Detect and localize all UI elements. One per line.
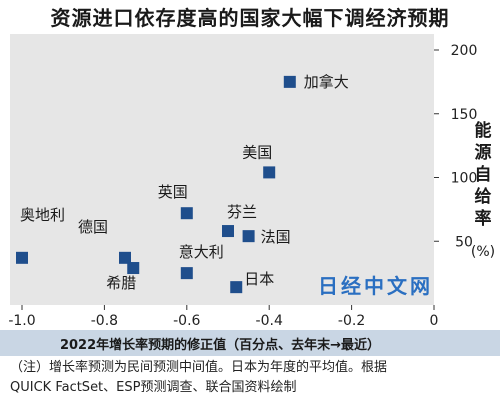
x-axis-label: 2022年增长率预期的修正值（百分点、去年末→最近） <box>59 338 381 353</box>
point-label: 法国 <box>261 228 291 246</box>
x-tick-label: 0 <box>430 313 439 329</box>
chart-title: 资源进口依存度高的国家大幅下调经济预期 <box>50 6 450 30</box>
data-point <box>180 267 193 280</box>
data-point <box>242 230 255 243</box>
point-label: 德国 <box>78 218 108 236</box>
y-tick-label: 150 <box>451 107 478 123</box>
x-tick-label: -0.6 <box>173 313 200 329</box>
x-tick-label: -1.0 <box>8 313 35 329</box>
point-label: 芬兰 <box>227 203 257 221</box>
data-point <box>283 75 296 88</box>
data-point <box>180 207 193 220</box>
x-tick-label: -0.8 <box>91 313 118 329</box>
point-label: 意大利 <box>179 243 224 261</box>
y-axis-label-char: 自 <box>475 164 492 185</box>
point-label: 希腊 <box>106 274 136 292</box>
y-tick-label: 200 <box>451 43 478 59</box>
x-tick-label: -0.2 <box>338 313 365 329</box>
point-label: 加拿大 <box>304 73 349 91</box>
data-point <box>127 262 140 275</box>
y-axis-label-char: 给 <box>475 186 492 207</box>
point-label: 奥地利 <box>20 206 65 224</box>
point-label: 英国 <box>158 183 188 201</box>
data-point <box>263 166 276 179</box>
data-point <box>119 251 131 264</box>
y-axis-label-char: 能 <box>475 120 492 141</box>
y-axis-label-char: 率 <box>475 208 492 229</box>
y-tick-label: 100 <box>451 171 478 187</box>
y-axis-unit: (%) <box>471 244 495 260</box>
plot-area <box>10 34 434 305</box>
x-axis-label-band <box>0 330 500 356</box>
data-point <box>230 281 243 294</box>
footnote-line-1: （注）增长率预测为民间预测中间值。日本为年度的平均值。根据 <box>10 360 388 375</box>
data-point <box>222 225 234 238</box>
point-label: 美国 <box>242 143 272 161</box>
point-label: 日本 <box>244 270 274 288</box>
y-axis-label-char: 源 <box>475 142 492 163</box>
y-tick-label: 50 <box>455 234 473 250</box>
watermark: 日经中文网 <box>318 274 433 298</box>
x-tick-label: -0.4 <box>256 313 283 329</box>
footnote: （注）增长率预测为民间预测中间值。日本为年度的平均值。根据 QUICK Fact… <box>10 358 492 398</box>
data-point <box>16 251 28 264</box>
footnote-line-2: QUICK FactSet、ESP预测调查、联合国资料绘制 <box>10 380 297 395</box>
